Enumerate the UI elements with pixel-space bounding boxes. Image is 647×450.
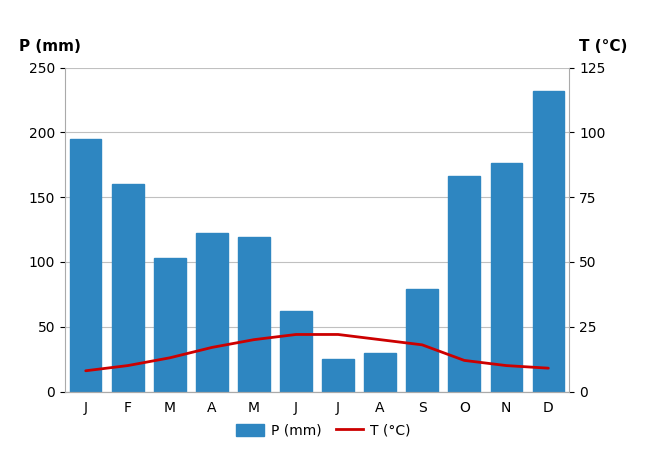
Text: P (mm): P (mm) [19,39,82,54]
Bar [364,353,396,392]
Bar [238,237,270,392]
Bar [406,289,438,392]
Text: T (°C): T (°C) [579,39,628,54]
Bar [70,139,102,392]
Bar [490,163,522,392]
Bar [280,311,312,392]
Bar [532,91,564,392]
Legend: P (mm), T (°C): P (mm), T (°C) [231,418,416,443]
Bar [322,359,354,392]
Bar [196,234,228,392]
Bar [154,258,186,392]
Bar [448,176,480,392]
Bar [112,184,144,392]
